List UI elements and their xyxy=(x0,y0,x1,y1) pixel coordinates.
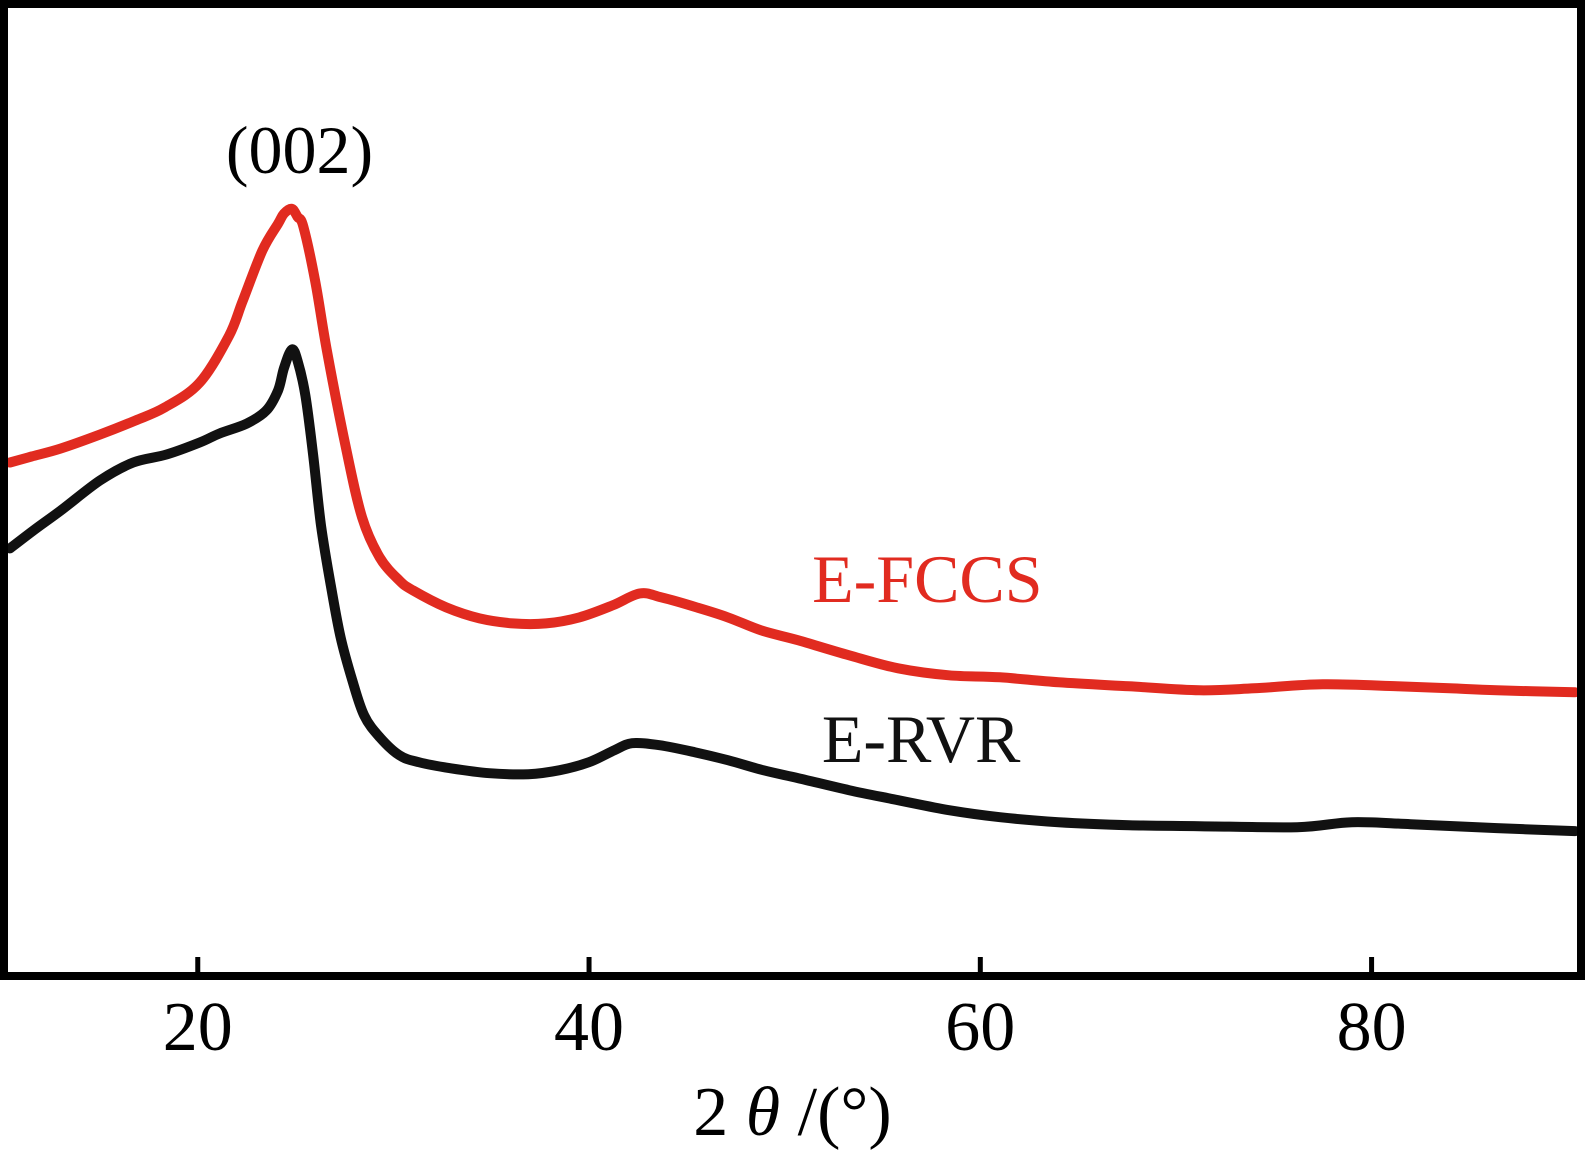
curve-e-fccs xyxy=(8,203,1577,698)
series-label-e-fccs: E-FCCS xyxy=(812,541,1043,618)
x-axis-label-theta: θ xyxy=(745,1074,781,1151)
peak-annotation-002: (002) xyxy=(225,111,374,188)
x-tick-label-20: 20 xyxy=(162,989,233,1066)
curve-e-rvr xyxy=(8,344,1577,837)
x-axis-label-suffix: /(°) xyxy=(780,1074,892,1151)
x-tick-label-80: 80 xyxy=(1336,989,1407,1066)
plot-area xyxy=(8,203,1577,972)
plot-frame xyxy=(0,0,1585,980)
x-tick-label-40: 40 xyxy=(554,989,625,1066)
x-axis-label: 2 θ /(°) xyxy=(0,1078,1585,1148)
x-axis-label-prefix: 2 xyxy=(693,1074,746,1151)
x-tick-label-60: 60 xyxy=(945,989,1016,1066)
series-label-e-rvr: E-RVR xyxy=(821,701,1021,778)
